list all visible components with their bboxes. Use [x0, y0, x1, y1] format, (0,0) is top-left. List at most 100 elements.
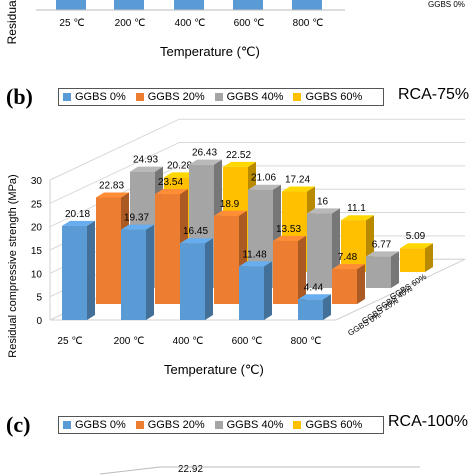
panel-a-ylabel: Residual	[5, 0, 19, 45]
legend-swatch	[63, 93, 71, 101]
data-label: 17.24	[285, 175, 310, 186]
panel-b-legend: GGBS 0% GGBS 20% GGBS 40% GGBS 60%	[58, 88, 384, 106]
bar	[121, 229, 146, 320]
bar	[233, 0, 263, 10]
data-label: 7.48	[338, 252, 358, 263]
data-label: 16	[317, 196, 329, 207]
y-tick-label: 15	[31, 246, 43, 257]
y-tick-label: 10	[31, 269, 43, 280]
bar-top	[400, 243, 433, 249]
legend-swatch	[135, 421, 144, 429]
bar-top	[155, 189, 188, 195]
data-label: 22.83	[99, 180, 124, 191]
bar	[56, 0, 86, 10]
series-ggbs-20-: 22.83 23.54 18.9 13.53 7.48	[96, 177, 365, 304]
legend-swatch	[135, 93, 144, 101]
legend-item-ggbs40: GGBS 40%	[214, 91, 283, 103]
legend-swatch	[293, 421, 302, 429]
bar-side	[146, 224, 154, 320]
bar	[332, 269, 357, 304]
data-label: 18.9	[220, 199, 240, 210]
bar-side	[298, 235, 306, 304]
x-tick-label: 400 ℃	[175, 18, 206, 29]
data-label: 22.52	[226, 150, 251, 161]
bar-side	[323, 294, 331, 320]
data-label: 4.44	[304, 282, 324, 293]
legend-label: GGBS 40%	[226, 419, 284, 431]
x-tick-label: 800 ℃	[293, 18, 324, 29]
bar	[292, 0, 322, 10]
data-label: 21.06	[251, 173, 276, 184]
bar	[273, 240, 298, 304]
gridline	[49, 118, 466, 181]
panel-a-bars	[56, 0, 322, 10]
bar-top	[273, 235, 306, 241]
bar-top	[282, 186, 315, 192]
legend-swatch	[63, 421, 71, 429]
legend-label: GGBS 20%	[147, 419, 205, 431]
data-label: 11.48	[242, 249, 267, 260]
bar-top	[62, 220, 95, 226]
legend-label: GGBS 0%	[75, 419, 126, 431]
bar-top	[366, 251, 399, 257]
x-tick-label: 600 ℃	[234, 18, 265, 29]
bar-top	[164, 172, 197, 178]
bar-side	[357, 264, 365, 304]
panel-a-xlabel: Temperature (℃)	[160, 44, 260, 59]
data-label: 6.77	[372, 239, 392, 250]
bar-top	[239, 261, 272, 267]
panel-b-letter: (b)	[6, 84, 33, 109]
bar	[341, 220, 366, 272]
data-label: 11.1	[347, 203, 366, 214]
panel-c-title: RCA-100%	[388, 413, 469, 430]
bar	[174, 0, 204, 10]
bar-top	[130, 166, 163, 172]
panel-a-partial: 25 ℃ 200 ℃ 400 ℃ 600 ℃ 800 ℃ Residual GGBS 0…	[0, 0, 474, 78]
panel-c-legend: GGBS 0% GGBS 20% GGBS 40% GGBS 60%	[58, 416, 384, 434]
data-label: 24.93	[133, 155, 158, 166]
legend-item-ggbs60: GGBS 60%	[293, 419, 362, 431]
bar	[62, 225, 87, 320]
x-tick-label: 800 ℃	[291, 336, 322, 347]
bar-top	[307, 208, 340, 214]
y-tick-label: 0	[36, 316, 42, 327]
bar-top	[121, 224, 154, 230]
legend-item-ggbs20: GGBS 20%	[135, 419, 205, 431]
bar-side	[391, 251, 399, 288]
bar-side	[425, 243, 433, 272]
panel-c-value-label: 22.92	[178, 464, 204, 475]
bar	[96, 197, 121, 304]
legend-label: GGBS 60%	[305, 419, 363, 431]
bar	[239, 266, 264, 320]
legend-swatch	[214, 421, 223, 429]
bar-top	[332, 264, 365, 270]
gridline	[49, 142, 466, 204]
bar-top	[341, 215, 374, 221]
panel-a-chart: 25 ℃ 200 ℃ 400 ℃ 600 ℃ 800 ℃	[36, 0, 345, 29]
bar-top	[180, 238, 213, 244]
legend-swatch	[293, 93, 302, 101]
bar-side	[264, 261, 272, 320]
x-tick-label: 200 ℃	[114, 336, 145, 347]
legend-label: GGBS 60%	[305, 91, 363, 103]
y-tick-label: 30	[31, 176, 43, 187]
legend-label: GGBS 20%	[147, 91, 205, 103]
legend-item-ggbs40: GGBS 40%	[214, 419, 284, 431]
legend-item-ggbs20: GGBS 20%	[135, 91, 205, 103]
data-label: 26.43	[192, 148, 217, 159]
bar-top	[298, 294, 331, 300]
legend-item-ggbs60: GGBS 60%	[293, 91, 362, 103]
bar	[155, 194, 180, 304]
panel-a-tick-labels: 25 ℃ 200 ℃ 400 ℃ 600 ℃ 800 ℃	[59, 18, 323, 29]
y-tick-label: 25	[31, 199, 43, 210]
x-tick-label: 25 ℃	[59, 18, 84, 29]
bar	[114, 0, 144, 10]
series-ggbs-0-: 20.18 19.37 16.45 11.48 4.44	[62, 209, 331, 320]
panel-a-series-label: GGBS 0%	[428, 0, 465, 9]
x-tick-label: 400 ℃	[173, 336, 204, 347]
data-label: 23.54	[158, 177, 183, 188]
legend-item-ggbs0: GGBS 0%	[63, 419, 126, 431]
legend-item-ggbs0: GGBS 0%	[63, 91, 126, 103]
y-tick-label: 20	[31, 223, 43, 234]
